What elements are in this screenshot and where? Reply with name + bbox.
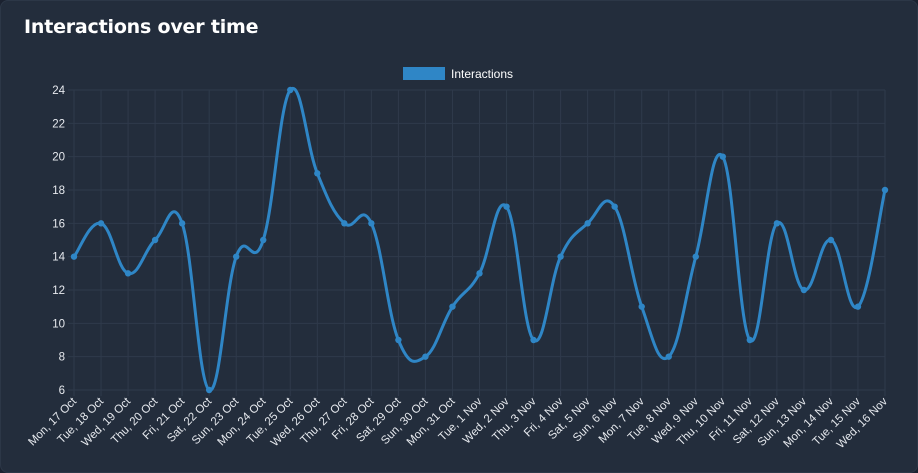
- data-point: [233, 253, 240, 260]
- data-point: [205, 386, 213, 394]
- y-axis-ticks: 6 8 10 12 14 16 18 20 22 24: [52, 85, 65, 397]
- grid-lines: [68, 89, 886, 396]
- data-point: [260, 236, 267, 244]
- data-point: [746, 336, 754, 344]
- legend-swatch: [403, 67, 445, 80]
- legend: Interactions: [403, 67, 513, 81]
- data-point: [287, 86, 294, 94]
- data-point: [449, 303, 456, 310]
- data-point: [503, 203, 510, 210]
- y-tick-label: 16: [52, 218, 65, 230]
- series-interactions: [70, 86, 889, 394]
- data-point: [70, 253, 78, 260]
- data-point: [422, 353, 429, 360]
- data-point: [665, 353, 672, 360]
- chart-title: Interactions over time: [24, 16, 259, 38]
- data-point: [341, 220, 348, 227]
- data-point: [584, 220, 591, 227]
- y-tick-label: 12: [52, 285, 65, 297]
- y-tick-label: 6: [59, 385, 65, 397]
- data-point: [395, 336, 402, 344]
- data-point: [178, 220, 186, 227]
- data-point: [476, 270, 483, 277]
- data-point: [854, 303, 862, 310]
- data-point: [611, 203, 618, 210]
- y-tick-label: 10: [52, 318, 65, 330]
- data-point: [800, 286, 808, 294]
- y-tick-label: 24: [52, 85, 65, 97]
- data-point: [827, 236, 835, 244]
- data-point: [773, 220, 781, 227]
- y-tick-label: 18: [52, 185, 65, 197]
- data-point: [530, 336, 537, 344]
- y-tick-label: 20: [52, 152, 65, 164]
- data-point: [692, 253, 699, 260]
- data-point: [557, 253, 564, 260]
- y-tick-label: 14: [52, 252, 65, 264]
- data-point: [719, 153, 726, 160]
- data-point: [97, 220, 105, 227]
- data-point: [368, 220, 375, 227]
- data-point: [638, 303, 645, 310]
- data-point: [881, 186, 889, 194]
- legend-label: Interactions: [451, 67, 513, 81]
- y-tick-label: 8: [59, 352, 65, 364]
- y-tick-label: 22: [52, 118, 65, 130]
- data-point: [314, 170, 321, 177]
- data-point: [151, 236, 159, 244]
- data-point: [124, 270, 132, 277]
